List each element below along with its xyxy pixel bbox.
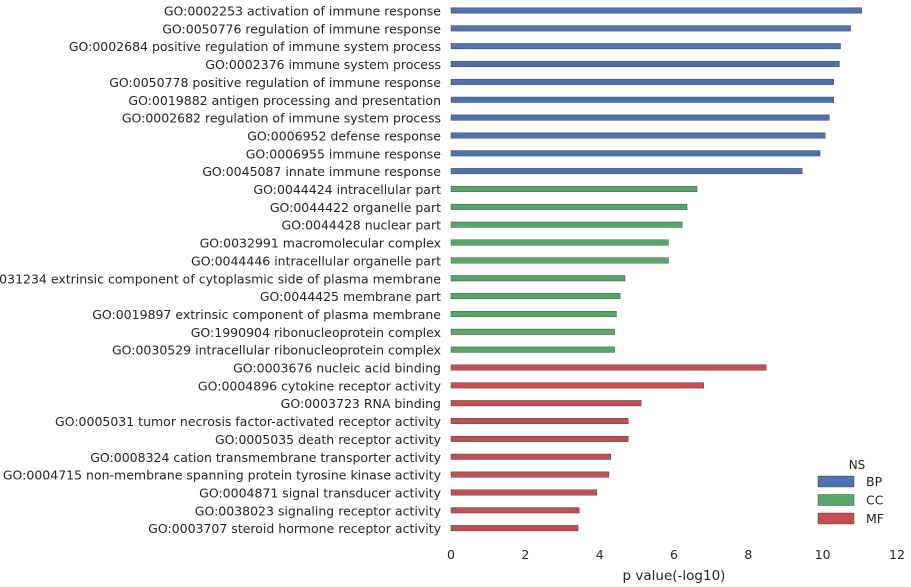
bar-go-0003723 <box>450 400 642 407</box>
category-label: GO:0004715 non-membrane spanning protein… <box>3 468 442 483</box>
category-label: GO:0005031 tumor necrosis factor-activat… <box>55 414 442 429</box>
bar-go-0031234 <box>450 275 626 282</box>
category-label: GO:0003707 steroid hormone receptor acti… <box>148 521 441 536</box>
category-label: GO:0044425 membrane part <box>260 289 441 304</box>
bar-go-0019882 <box>450 96 835 103</box>
legend-label-bp: BP <box>866 474 883 489</box>
category-label: GO:0005035 death receptor activity <box>215 432 442 447</box>
x-tick-label: 4 <box>596 547 604 562</box>
bar-go-0003676 <box>450 364 767 371</box>
bar-go-0004871 <box>450 489 597 496</box>
x-tick-label: 2 <box>521 547 529 562</box>
bar-go-0003707 <box>450 525 579 532</box>
category-labels-group: GO:0002253 activation of immune response… <box>0 4 442 537</box>
legend-swatch-cc <box>817 494 855 506</box>
bar-go-0045087 <box>450 168 803 175</box>
bar-go-0050776 <box>450 25 851 32</box>
bar-go-0044446 <box>450 257 669 264</box>
category-label: GO:0006955 immune response <box>246 146 442 161</box>
bar-go-0006952 <box>450 132 826 139</box>
category-label: GO:0030529 intracellular ribonucleoprote… <box>112 343 441 358</box>
bar-go-0004896 <box>450 382 704 389</box>
category-label: GO:0002682 regulation of immune system p… <box>122 111 441 126</box>
bar-go-0002684 <box>450 43 841 50</box>
bar-go-0030529 <box>450 346 615 353</box>
x-axis-title: p value(-log10) <box>623 568 726 584</box>
x-tick-label: 8 <box>744 547 752 562</box>
category-label: GO:0002376 immune system process <box>205 57 441 72</box>
legend-label-cc: CC <box>866 493 884 508</box>
legend: NS BP CC MF <box>817 458 884 526</box>
bar-go-0032991 <box>450 239 669 246</box>
category-label: GO:0003676 nucleic acid binding <box>233 361 441 376</box>
category-label: GO:0019897 extrinsic component of plasma… <box>92 307 441 322</box>
category-label: GO:0032991 macromolecular complex <box>200 236 441 251</box>
legend-swatch-mf <box>817 512 855 525</box>
x-tick-label: 10 <box>815 547 831 562</box>
category-label: GO:0008324 cation transmembrane transpor… <box>90 450 441 465</box>
bar-go-0006955 <box>450 150 821 157</box>
bar-go-0008324 <box>450 453 612 460</box>
category-label: GO:0003723 RNA binding <box>281 396 441 411</box>
category-label: GO:0044428 nuclear part <box>282 218 442 233</box>
category-label: GO:1990904 ribonucleoprotein complex <box>191 325 441 340</box>
bar-go-0002253 <box>450 7 862 14</box>
legend-swatch-bp <box>817 475 855 488</box>
category-label: GO:0019882 antigen processing and presen… <box>128 93 441 108</box>
bar-go-0044425 <box>450 293 621 300</box>
category-label: GO:0004871 signal transducer activity <box>199 485 441 500</box>
legend-title: NS <box>849 458 866 472</box>
bar-go-0005031 <box>450 418 629 424</box>
bar-go-0044428 <box>450 221 683 228</box>
category-label: GO:0044424 intracellular part <box>253 182 441 197</box>
bar-go-0004715 <box>450 471 610 478</box>
bar-go-0044422 <box>450 203 688 210</box>
category-label: GO:0006952 defense response <box>247 128 441 143</box>
category-label: GO:0050778 positive regulation of immune… <box>109 75 441 90</box>
legend-label-mf: MF <box>866 511 884 526</box>
x-tick-label: 12 <box>889 547 905 562</box>
category-label: GO:0038023 signaling receptor activity <box>195 503 442 518</box>
category-label: GO:0050776 regulation of immune response <box>162 21 441 36</box>
bar-go-0002376 <box>450 61 840 67</box>
bar-go-0044424 <box>450 186 698 192</box>
bar-go-0019897 <box>450 311 617 317</box>
category-label: GO:0031234 extrinsic component of cytopl… <box>0 271 441 286</box>
bar-go-0005035 <box>450 435 629 442</box>
category-label: GO:0004896 cytokine receptor activity <box>198 378 442 393</box>
category-label: GO:0044422 organelle part <box>270 200 441 215</box>
bar-go-1990904 <box>450 328 615 335</box>
category-label: GO:0044446 intracellular organelle part <box>191 253 441 268</box>
x-tick-label: 0 <box>447 547 455 562</box>
bars-group <box>450 7 862 532</box>
category-label: GO:0002253 activation of immune response <box>164 4 441 19</box>
bar-go-0002682 <box>450 114 830 121</box>
x-tick-labels-group: 0 2 4 6 8 10 12 <box>447 547 905 562</box>
bar-go-0050778 <box>450 78 835 85</box>
category-label: GO:0002684 positive regulation of immune… <box>69 39 441 54</box>
x-tick-label: 6 <box>670 547 678 562</box>
bar-go-0038023 <box>450 507 580 514</box>
category-label: GO:0045087 innate immune response <box>202 164 441 179</box>
